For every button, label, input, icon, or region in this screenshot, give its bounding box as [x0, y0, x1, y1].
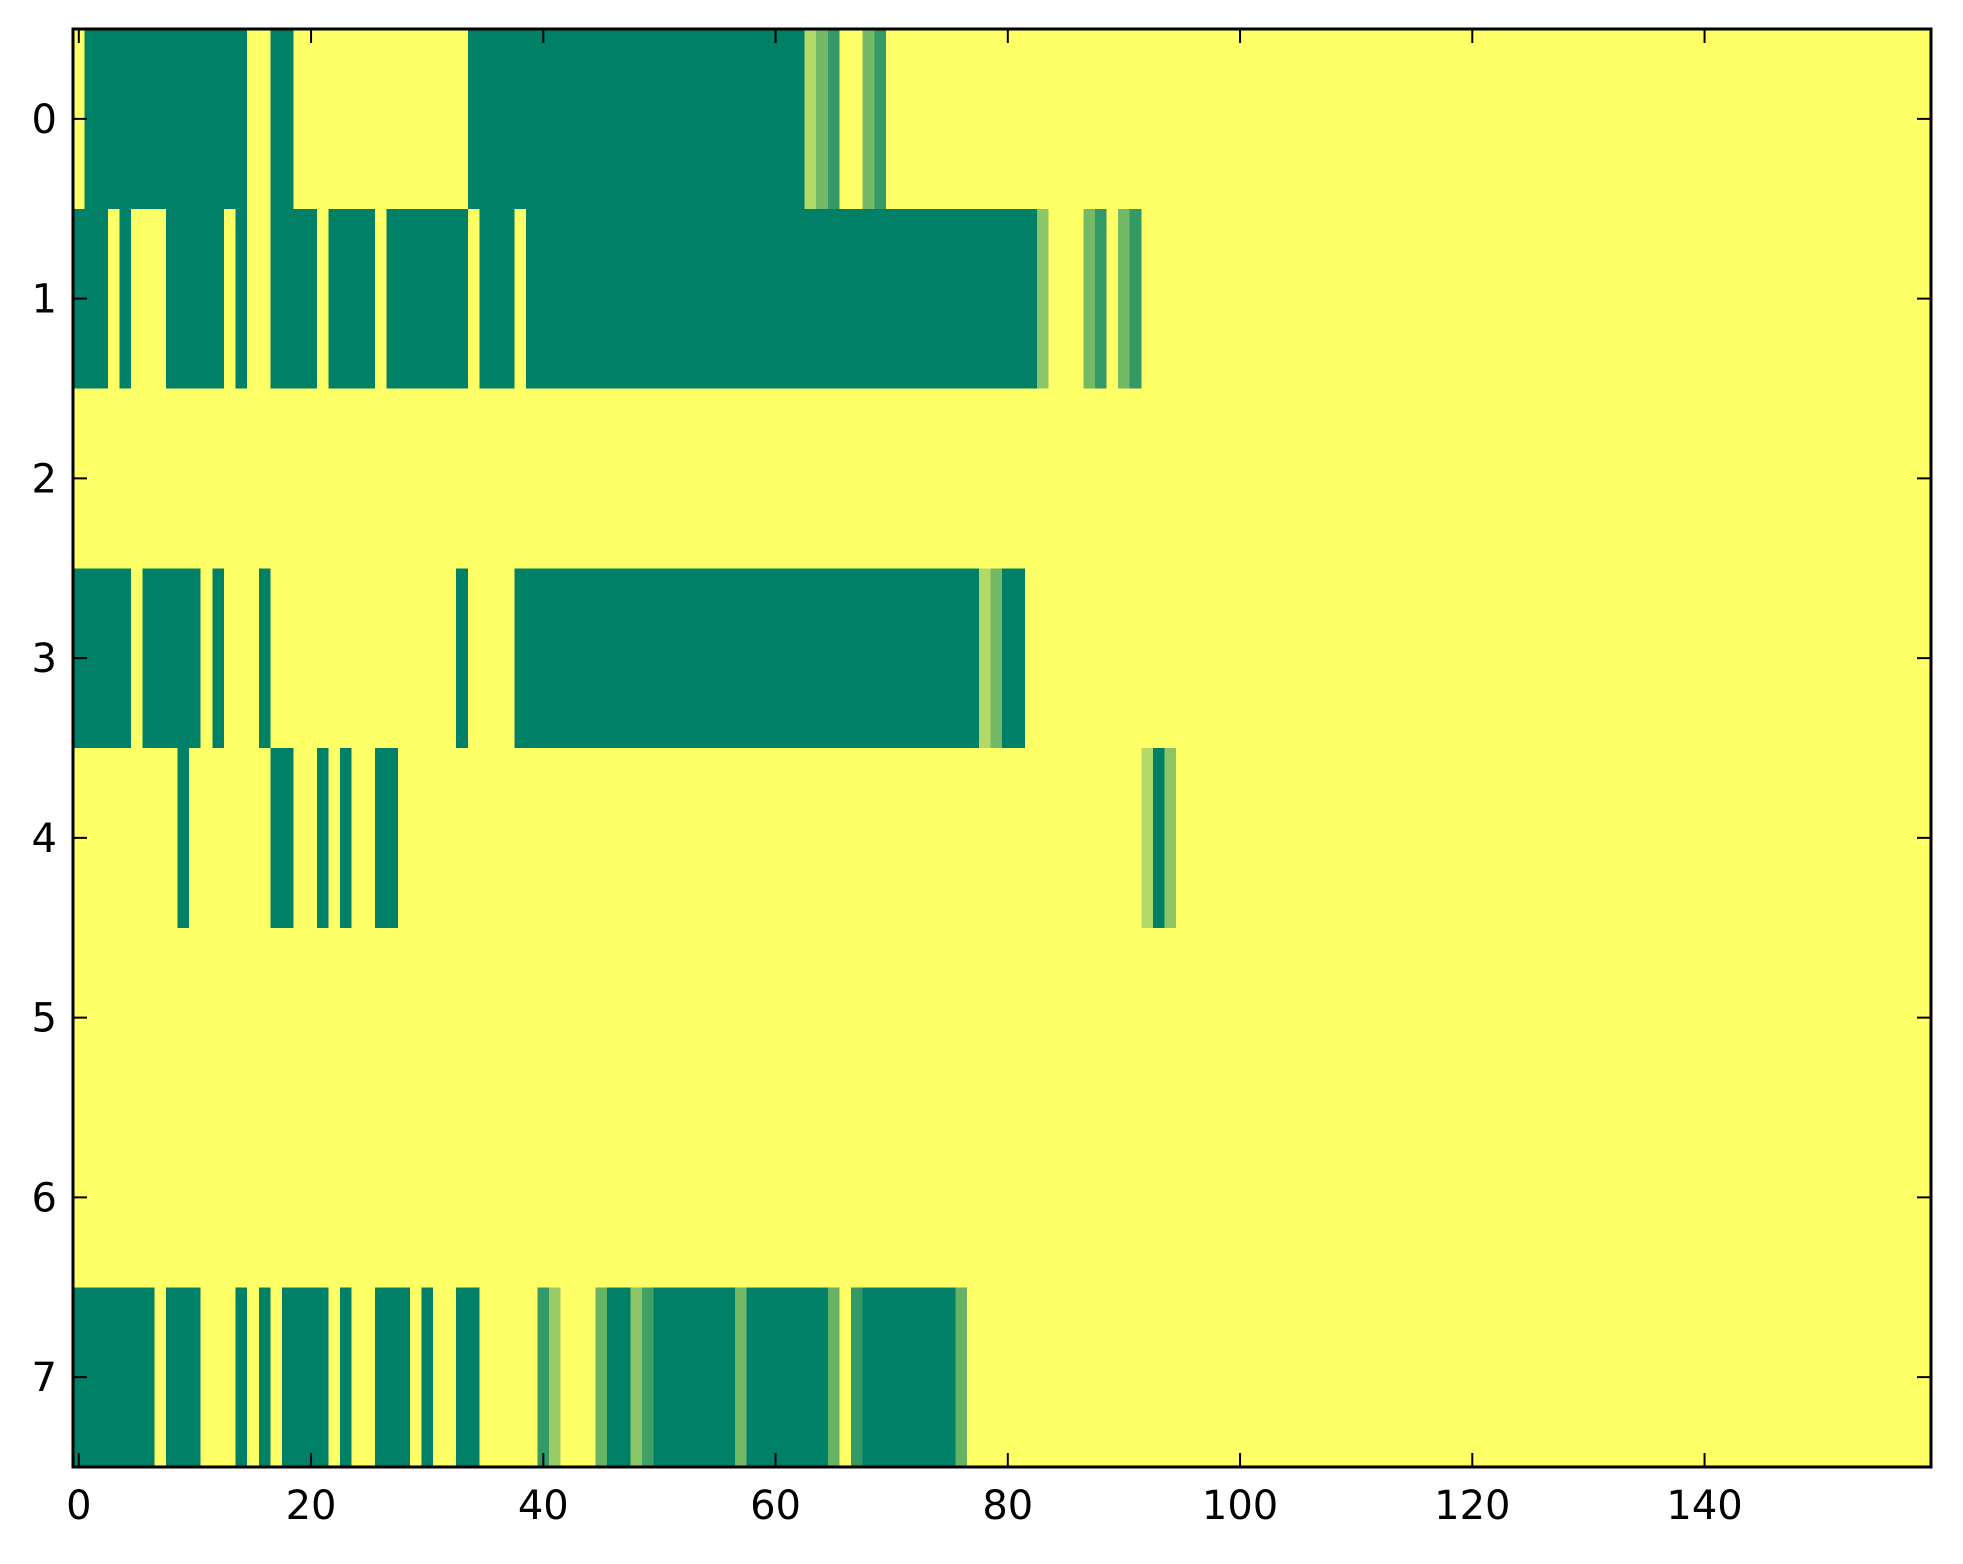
heatmap-cell	[258, 568, 271, 748]
y-tick-label: 7	[32, 1355, 57, 1401]
heatmap-cell	[258, 1287, 271, 1467]
y-tick-label: 1	[32, 277, 57, 323]
heatmap-cell	[282, 1287, 329, 1467]
y-tick-label: 2	[32, 456, 57, 502]
heatmap-cell	[479, 208, 515, 389]
plot-frame	[71, 27, 1933, 1469]
x-tick-label: 80	[982, 1483, 1033, 1529]
y-tick-label: 3	[32, 636, 57, 682]
heatmap-cell	[874, 29, 886, 209]
x-tick-label: 140	[1666, 1483, 1742, 1529]
heatmap-cell	[316, 748, 329, 928]
heatmap-cell	[862, 29, 875, 209]
x-tick-label: 60	[750, 1483, 801, 1529]
heatmap-cell	[827, 29, 840, 209]
heatmap-cell	[340, 1287, 352, 1467]
x-tick-label: 0	[66, 1483, 91, 1529]
heatmap-cell	[456, 568, 468, 748]
heatmap-cell	[595, 1287, 608, 1467]
heatmap-cell	[328, 208, 375, 389]
heatmap-cell	[212, 568, 224, 748]
heatmap-cell	[1118, 208, 1130, 389]
heatmap-cell	[642, 1287, 654, 1467]
heatmap-cell	[270, 208, 317, 389]
heatmap-cell	[955, 1287, 968, 1467]
heatmap-cell	[827, 1287, 840, 1467]
heatmap-cell	[549, 1287, 561, 1467]
heatmap-cell	[851, 1287, 863, 1467]
heatmap-cell	[1036, 208, 1049, 389]
y-tick-label: 5	[32, 996, 57, 1042]
heatmap-cell	[804, 29, 817, 209]
heatmap-cell	[514, 568, 979, 748]
y-axis: 0 1 2 3 4 5 6 7	[32, 97, 1931, 1401]
y-tick-label: 6	[32, 1175, 57, 1221]
y-tick-label: 4	[32, 816, 57, 862]
heatmap-cell	[165, 1287, 201, 1467]
heatmap-cell	[235, 208, 248, 389]
heatmap-cell	[1002, 568, 1026, 748]
heatmap-cell	[1129, 208, 1142, 389]
x-tick-label: 120	[1434, 1483, 1510, 1529]
heatmap-cell	[816, 29, 828, 209]
y-tick-label: 0	[32, 97, 57, 143]
heatmap-cell	[270, 748, 294, 928]
x-tick-label: 40	[518, 1483, 569, 1529]
heatmap-cell	[1094, 208, 1107, 389]
heatmap-cells	[73, 29, 1931, 1467]
heatmap-cell	[1164, 748, 1177, 928]
heatmap-cell	[990, 568, 1002, 748]
heatmap-cell	[119, 208, 132, 389]
heatmap-cell	[374, 1287, 410, 1467]
heatmap-cell	[607, 1287, 631, 1467]
heatmap-cell	[1141, 748, 1153, 928]
heatmap-cell	[165, 208, 224, 389]
heatmap-cell	[84, 29, 248, 209]
x-axis: 0 20 40 60 80 100 120 140	[66, 29, 1743, 1529]
heatmap-cell	[525, 208, 1037, 389]
heatmap-cell	[374, 748, 399, 928]
heatmap-cell	[270, 29, 294, 209]
heatmap-cell	[746, 1287, 828, 1467]
heatmap-cell	[340, 748, 352, 928]
heatmap-cell	[421, 1287, 433, 1467]
heatmap-cell	[1152, 748, 1165, 928]
heatmap-cell	[467, 29, 805, 209]
heatmap-cell	[630, 1287, 643, 1467]
x-tick-label: 100	[1202, 1483, 1278, 1529]
heatmap-cell	[653, 1287, 735, 1467]
heatmap-cell	[235, 1287, 248, 1467]
heatmap-cell	[978, 568, 991, 748]
heatmap-cell	[1083, 208, 1095, 389]
heatmap-cell	[456, 1287, 480, 1467]
heatmap-cell	[142, 568, 201, 748]
heatmap-cell	[177, 748, 190, 928]
heatmap-cell	[862, 1287, 956, 1467]
x-tick-label: 20	[286, 1483, 337, 1529]
heatmap-cell	[386, 208, 468, 389]
heatmap-cell	[734, 1287, 747, 1467]
heatmap-cell	[537, 1287, 550, 1467]
